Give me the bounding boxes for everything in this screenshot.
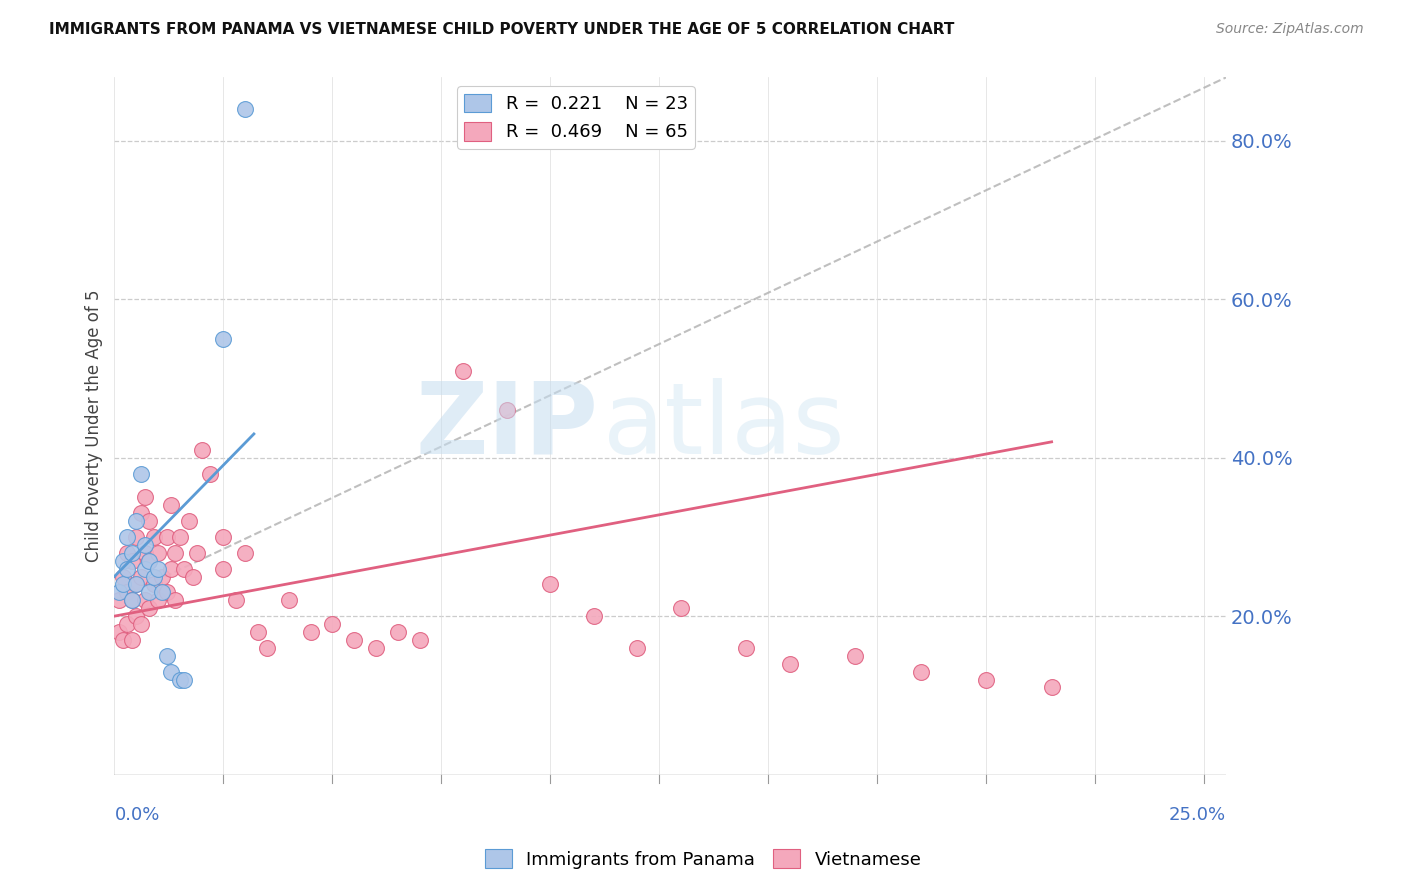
Point: [173, 673, 195, 687]
Point: [129, 467, 152, 481]
Point: [165, 546, 187, 560]
Legend: R =  0.221    N = 23, R =  0.469    N = 65: R = 0.221 N = 23, R = 0.469 N = 65: [457, 87, 695, 149]
Point: [107, 624, 129, 639]
Text: IMMIGRANTS FROM PANAMA VS VIETNAMESE CHILD POVERTY UNDER THE AGE OF 5 CORRELATIO: IMMIGRANTS FROM PANAMA VS VIETNAMESE CHI…: [49, 22, 955, 37]
Text: atlas: atlas: [603, 377, 845, 475]
Point: [910, 665, 932, 679]
Point: [181, 569, 204, 583]
Point: [121, 593, 143, 607]
Point: [156, 585, 179, 599]
Point: [364, 640, 387, 655]
Point: [735, 640, 758, 655]
Point: [146, 593, 169, 607]
Point: [142, 577, 165, 591]
Point: [150, 569, 173, 583]
Point: [112, 554, 135, 568]
Text: 0.0%: 0.0%: [114, 806, 160, 824]
Point: [121, 554, 143, 568]
Point: [129, 569, 152, 583]
Point: [134, 538, 156, 552]
Point: [190, 442, 212, 457]
Point: [121, 546, 143, 560]
Point: [129, 506, 152, 520]
Point: [134, 546, 156, 560]
Text: ZIP: ZIP: [415, 377, 598, 475]
Point: [117, 617, 139, 632]
Point: [134, 561, 156, 575]
Point: [146, 561, 169, 575]
Point: [321, 617, 343, 632]
Point: [107, 593, 129, 607]
Point: [112, 569, 135, 583]
Point: [107, 585, 129, 599]
Point: [495, 403, 517, 417]
Point: [200, 467, 222, 481]
Point: [125, 577, 148, 591]
Point: [169, 673, 191, 687]
Text: 25.0%: 25.0%: [1168, 806, 1226, 824]
Point: [138, 585, 160, 599]
Point: [538, 577, 561, 591]
Point: [169, 530, 191, 544]
Point: [247, 624, 270, 639]
Text: Source: ZipAtlas.com: Source: ZipAtlas.com: [1216, 22, 1364, 37]
Point: [117, 546, 139, 560]
Point: [117, 585, 139, 599]
Point: [138, 554, 160, 568]
Point: [156, 530, 179, 544]
Point: [125, 577, 148, 591]
Point: [134, 491, 156, 505]
Point: [212, 561, 235, 575]
Point: [233, 102, 256, 116]
Point: [138, 601, 160, 615]
Point: [142, 569, 165, 583]
Point: [112, 577, 135, 591]
Point: [165, 593, 187, 607]
Point: [626, 640, 648, 655]
Point: [277, 593, 299, 607]
Point: [844, 648, 866, 663]
Point: [669, 601, 692, 615]
Point: [451, 363, 474, 377]
Y-axis label: Child Poverty Under the Age of 5: Child Poverty Under the Age of 5: [86, 290, 103, 562]
Point: [150, 585, 173, 599]
Point: [160, 498, 183, 512]
Point: [256, 640, 278, 655]
Point: [117, 530, 139, 544]
Point: [138, 514, 160, 528]
Point: [112, 632, 135, 647]
Point: [225, 593, 247, 607]
Point: [129, 617, 152, 632]
Point: [343, 632, 366, 647]
Point: [212, 332, 235, 346]
Point: [125, 530, 148, 544]
Point: [121, 593, 143, 607]
Point: [173, 561, 195, 575]
Point: [121, 632, 143, 647]
Point: [125, 514, 148, 528]
Point: [408, 632, 430, 647]
Point: [142, 530, 165, 544]
Point: [146, 546, 169, 560]
Point: [582, 609, 605, 624]
Legend: Immigrants from Panama, Vietnamese: Immigrants from Panama, Vietnamese: [478, 842, 928, 876]
Point: [233, 546, 256, 560]
Point: [125, 609, 148, 624]
Point: [974, 673, 997, 687]
Point: [156, 648, 179, 663]
Point: [387, 624, 409, 639]
Point: [212, 530, 235, 544]
Point: [160, 665, 183, 679]
Point: [138, 554, 160, 568]
Point: [1040, 681, 1063, 695]
Point: [134, 593, 156, 607]
Point: [177, 514, 200, 528]
Point: [160, 561, 183, 575]
Point: [299, 624, 322, 639]
Point: [779, 657, 801, 671]
Point: [186, 546, 208, 560]
Point: [117, 561, 139, 575]
